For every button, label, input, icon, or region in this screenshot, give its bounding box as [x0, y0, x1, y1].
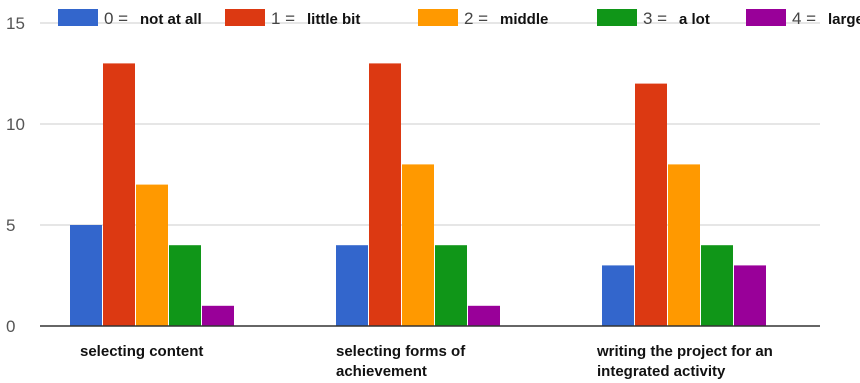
legend-number: 2 = — [464, 9, 488, 28]
y-tick-label: 10 — [6, 115, 25, 134]
bars — [70, 63, 766, 327]
bar — [103, 63, 135, 327]
category-labels: selecting content selecting forms of achie… — [80, 343, 773, 380]
bar — [435, 245, 467, 326]
legend-label: largely — [828, 11, 860, 28]
legend-label: a lot — [679, 11, 710, 28]
bar — [369, 63, 401, 327]
y-tick-label: 5 — [6, 216, 15, 235]
category-label: achievement — [336, 363, 427, 380]
legend-swatch — [597, 9, 637, 26]
legend-label: little bit — [307, 11, 360, 28]
legend-number: 3 = — [643, 9, 667, 28]
legend-number: 1 = — [271, 9, 295, 28]
bar — [402, 164, 434, 326]
legend: 0 = not at all 1 = little bit 2 = middle 3 = a … — [58, 9, 860, 28]
bar — [734, 265, 766, 326]
bar — [468, 305, 500, 326]
category-label: selecting forms of — [336, 343, 466, 360]
bar — [169, 245, 201, 326]
bar — [202, 305, 234, 326]
category-label: writing the project for an — [596, 343, 773, 360]
legend-swatch — [746, 9, 786, 26]
bar — [635, 83, 667, 326]
bar — [701, 245, 733, 326]
y-axis-ticks: 0 5 10 15 — [6, 14, 25, 336]
bar — [602, 265, 634, 326]
category-label: integrated activity — [597, 363, 726, 380]
category-label: selecting content — [80, 343, 203, 360]
legend-label: middle — [500, 11, 548, 28]
y-tick-label: 15 — [6, 14, 25, 33]
bar — [668, 164, 700, 326]
bar — [70, 225, 102, 326]
bar — [336, 245, 368, 326]
y-tick-label: 0 — [6, 317, 15, 336]
legend-swatch — [225, 9, 265, 26]
legend-number: 4 = — [792, 9, 816, 28]
bar — [136, 184, 168, 326]
legend-swatch — [58, 9, 98, 26]
legend-swatch — [418, 9, 458, 26]
legend-number: 0 = — [104, 9, 128, 28]
legend-label: not at all — [140, 11, 202, 28]
